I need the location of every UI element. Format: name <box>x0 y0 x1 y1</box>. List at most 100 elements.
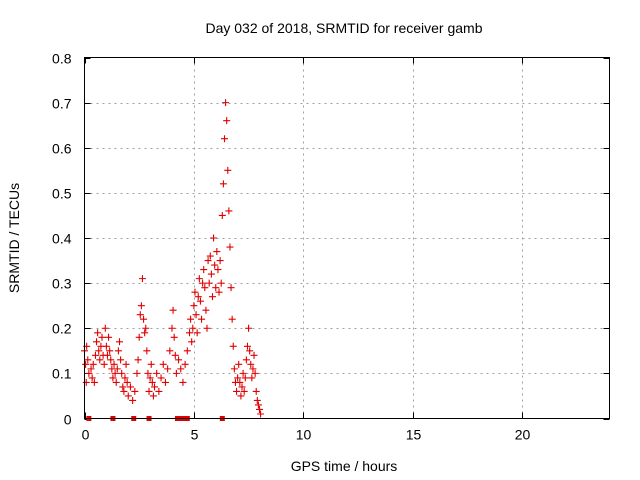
y-tick-label: 0.2 <box>52 321 72 337</box>
gridlines <box>84 57 610 419</box>
data-point <box>179 378 187 386</box>
data-point <box>221 135 228 143</box>
data-point <box>137 302 145 310</box>
data-point <box>198 315 206 323</box>
data-point <box>110 360 118 368</box>
data-point <box>155 387 163 395</box>
data-point <box>129 396 137 404</box>
y-tick-label: 0.4 <box>52 231 72 247</box>
data-point <box>215 288 223 296</box>
data-point <box>91 351 99 359</box>
data-point <box>175 356 183 364</box>
data-point <box>100 360 108 368</box>
y-tick-label: 0.3 <box>52 276 72 292</box>
data-point <box>140 315 148 323</box>
data-point <box>172 369 180 377</box>
data-point <box>121 374 129 382</box>
data-point <box>223 117 231 125</box>
data-point <box>211 261 219 269</box>
y-tick-label: 0.8 <box>52 51 72 67</box>
data-point <box>136 311 144 319</box>
data-point <box>117 356 125 364</box>
data-point <box>196 297 204 305</box>
data-point <box>124 392 132 400</box>
data-point <box>151 383 158 391</box>
data-point <box>229 342 237 350</box>
data-point <box>149 392 157 400</box>
data-point <box>224 166 232 174</box>
data-point <box>194 293 202 301</box>
data-point <box>217 279 225 287</box>
data-point <box>210 234 218 242</box>
data-point <box>256 405 263 413</box>
data-point <box>157 374 165 382</box>
data-point <box>207 270 215 278</box>
data-point <box>233 387 241 395</box>
data-point <box>147 360 155 368</box>
data-point <box>238 383 246 391</box>
data-point <box>239 369 247 377</box>
data-point <box>192 311 200 319</box>
data-point <box>251 369 259 377</box>
data-point <box>118 369 126 377</box>
data-point <box>164 365 172 373</box>
axis-ticks <box>84 57 610 420</box>
data-point <box>161 378 169 386</box>
data-point <box>200 266 208 274</box>
data-point <box>166 347 174 355</box>
plot-frame <box>84 57 610 419</box>
data-point <box>204 257 212 265</box>
data-point <box>98 333 106 341</box>
data-point <box>170 333 178 341</box>
data-point <box>219 180 227 188</box>
data-point <box>186 329 193 337</box>
data-point <box>183 347 191 355</box>
data-point <box>95 347 103 355</box>
data-point <box>248 374 256 382</box>
data-point <box>141 329 149 337</box>
data-point <box>188 338 196 346</box>
data-point <box>126 383 134 391</box>
data-point <box>212 284 220 292</box>
data-point <box>218 211 226 219</box>
data-point <box>143 347 151 355</box>
data-point <box>90 378 98 386</box>
data-point <box>202 306 210 314</box>
x-tick-label: 10 <box>296 427 312 443</box>
data-point <box>87 365 95 373</box>
data-point <box>227 284 235 292</box>
data-point <box>142 324 150 332</box>
data-point <box>242 356 250 364</box>
data-point <box>246 347 254 355</box>
data-point <box>226 243 234 251</box>
data-point <box>234 374 242 382</box>
data-point <box>169 306 177 314</box>
data-point <box>208 293 216 301</box>
data-point <box>249 365 257 373</box>
data-point <box>230 365 238 373</box>
data-point <box>201 284 209 292</box>
data-point <box>213 248 221 256</box>
data-point <box>247 360 255 368</box>
y-tick-label: 0.6 <box>52 141 72 157</box>
data-points <box>81 99 265 421</box>
data-point <box>189 324 197 332</box>
x-tick-labels: 0 5 10 15 20 <box>82 427 531 443</box>
data-point <box>250 351 258 359</box>
data-point <box>133 369 141 377</box>
x-tick-label: 5 <box>191 427 199 443</box>
data-point <box>105 333 113 341</box>
data-point <box>254 401 262 409</box>
data-point <box>159 360 167 368</box>
data-point <box>93 338 101 346</box>
data-point <box>253 396 261 404</box>
data-point <box>135 333 143 341</box>
data-point <box>222 99 230 107</box>
data-point <box>120 387 128 395</box>
data-point <box>181 360 189 368</box>
data-point <box>94 329 102 337</box>
data-point <box>187 315 195 323</box>
data-point <box>103 351 111 359</box>
data-point <box>205 279 213 287</box>
